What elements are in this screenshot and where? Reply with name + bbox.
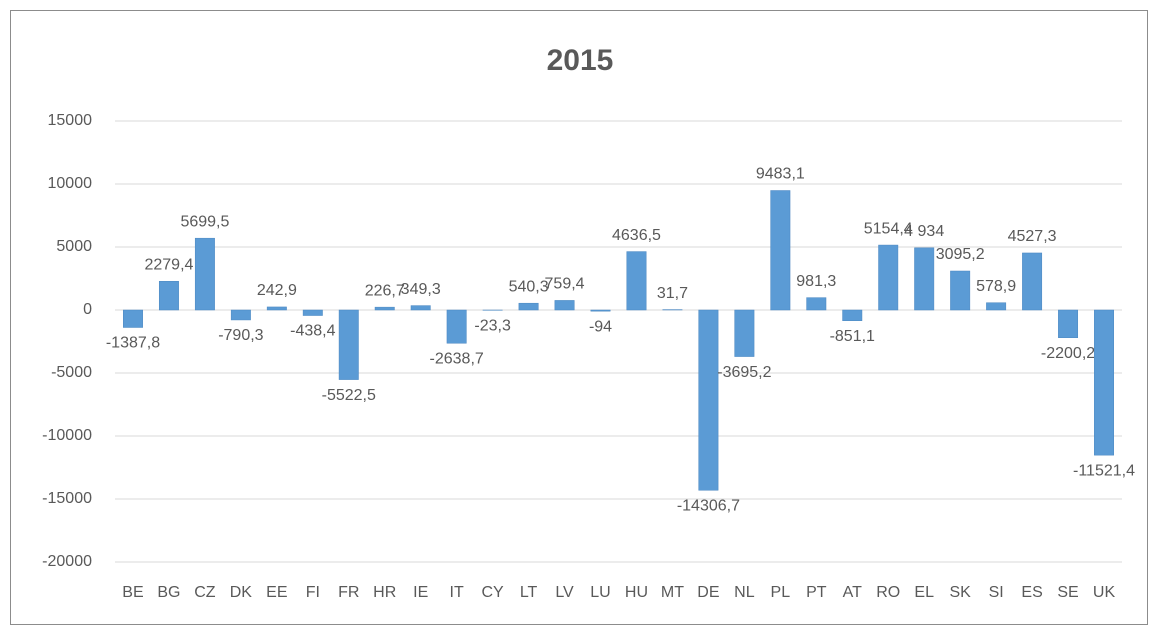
data-label: 540,3 — [509, 278, 549, 295]
bar — [1022, 252, 1043, 311]
data-label: -2638,7 — [430, 350, 484, 367]
data-label: -94 — [589, 318, 612, 335]
x-tick-label: BE — [122, 584, 143, 601]
y-tick-label: 10000 — [48, 175, 93, 192]
x-tick-label: IE — [413, 584, 428, 601]
x-tick-label: AT — [843, 584, 862, 601]
bar — [842, 309, 863, 321]
bar — [518, 302, 539, 311]
y-tick-label: -20000 — [42, 553, 92, 570]
bar — [1094, 309, 1114, 456]
x-tick-label: PL — [771, 584, 791, 601]
data-label: -790,3 — [218, 327, 263, 344]
chart-frame — [10, 10, 1148, 625]
x-tick-label: BG — [157, 584, 180, 601]
bar — [986, 302, 1007, 311]
bar — [1058, 309, 1079, 338]
x-tick-label: SK — [949, 584, 971, 601]
y-tick-label: -10000 — [42, 427, 92, 444]
x-tick-label: HU — [625, 584, 648, 601]
x-tick-label: NL — [734, 584, 755, 601]
data-label: -1387,8 — [106, 335, 160, 352]
x-tick-label: SE — [1057, 584, 1078, 601]
x-tick-label: DE — [697, 584, 719, 601]
data-label: 5699,5 — [180, 213, 229, 230]
data-label: -14306,7 — [677, 497, 740, 514]
bar — [554, 300, 575, 311]
bar — [590, 309, 611, 312]
x-tick-label: ES — [1021, 584, 1042, 601]
x-tick-label: CY — [482, 584, 505, 601]
y-tick-label: 15000 — [48, 112, 93, 129]
bar — [338, 309, 359, 380]
chart-title: 2015 — [547, 44, 614, 77]
data-label: -851,1 — [830, 328, 875, 345]
data-label: 4636,5 — [612, 227, 661, 244]
bar — [302, 309, 323, 316]
data-label: 3095,2 — [936, 246, 985, 263]
bar — [230, 309, 251, 321]
bar — [734, 309, 755, 357]
x-tick-label: RO — [876, 584, 900, 601]
x-tick-label: UK — [1093, 584, 1116, 601]
bar — [410, 305, 431, 311]
x-tick-label: EL — [914, 584, 934, 601]
data-label: -23,3 — [474, 318, 511, 335]
data-label: 242,9 — [257, 282, 297, 299]
bar — [158, 281, 179, 311]
data-label: 981,3 — [796, 273, 836, 290]
data-label: 4527,3 — [1008, 228, 1057, 245]
x-tick-label: FR — [338, 584, 359, 601]
x-tick-label: MT — [661, 584, 684, 601]
x-tick-label: IT — [450, 584, 464, 601]
data-label: 9483,1 — [756, 166, 805, 183]
bar — [770, 190, 791, 311]
x-tick-label: LV — [555, 584, 574, 601]
data-label: 4 934 — [904, 223, 944, 240]
y-tick-label: 5000 — [56, 238, 92, 255]
y-tick-label: -5000 — [51, 364, 92, 381]
bar — [626, 251, 647, 311]
data-label: 759,4 — [545, 276, 585, 293]
bar — [374, 306, 395, 311]
data-label: -5522,5 — [322, 387, 376, 404]
bar — [806, 297, 827, 311]
bar — [446, 309, 467, 344]
data-label: -11521,4 — [1073, 462, 1135, 479]
x-tick-label: SI — [989, 584, 1004, 601]
data-label: 578,9 — [976, 278, 1016, 295]
x-tick-label: DK — [230, 584, 253, 601]
data-label: 226,7 — [365, 282, 405, 299]
bar — [878, 244, 899, 311]
x-tick-label: PT — [806, 584, 827, 601]
bar — [950, 270, 971, 311]
bar — [123, 309, 143, 328]
y-tick-label: -15000 — [42, 490, 92, 507]
x-tick-label: EE — [266, 584, 287, 601]
data-label: -3695,2 — [717, 364, 771, 381]
data-label: 31,7 — [657, 285, 688, 302]
x-tick-label: LT — [520, 584, 538, 601]
x-tick-label: CZ — [194, 584, 216, 601]
bar — [914, 247, 935, 311]
bar — [698, 309, 719, 491]
x-tick-label: LU — [590, 584, 610, 601]
x-tick-label: FI — [306, 584, 320, 601]
data-label: -2200,2 — [1041, 345, 1095, 362]
data-label: -438,4 — [290, 323, 335, 340]
data-label: 349,3 — [401, 281, 441, 298]
data-label: 2279,4 — [144, 256, 193, 273]
y-tick-label: 0 — [83, 301, 92, 318]
data-label: 5154,4 — [864, 220, 913, 237]
x-tick-label: HR — [373, 584, 396, 601]
bar — [266, 306, 287, 311]
bar — [194, 237, 215, 311]
